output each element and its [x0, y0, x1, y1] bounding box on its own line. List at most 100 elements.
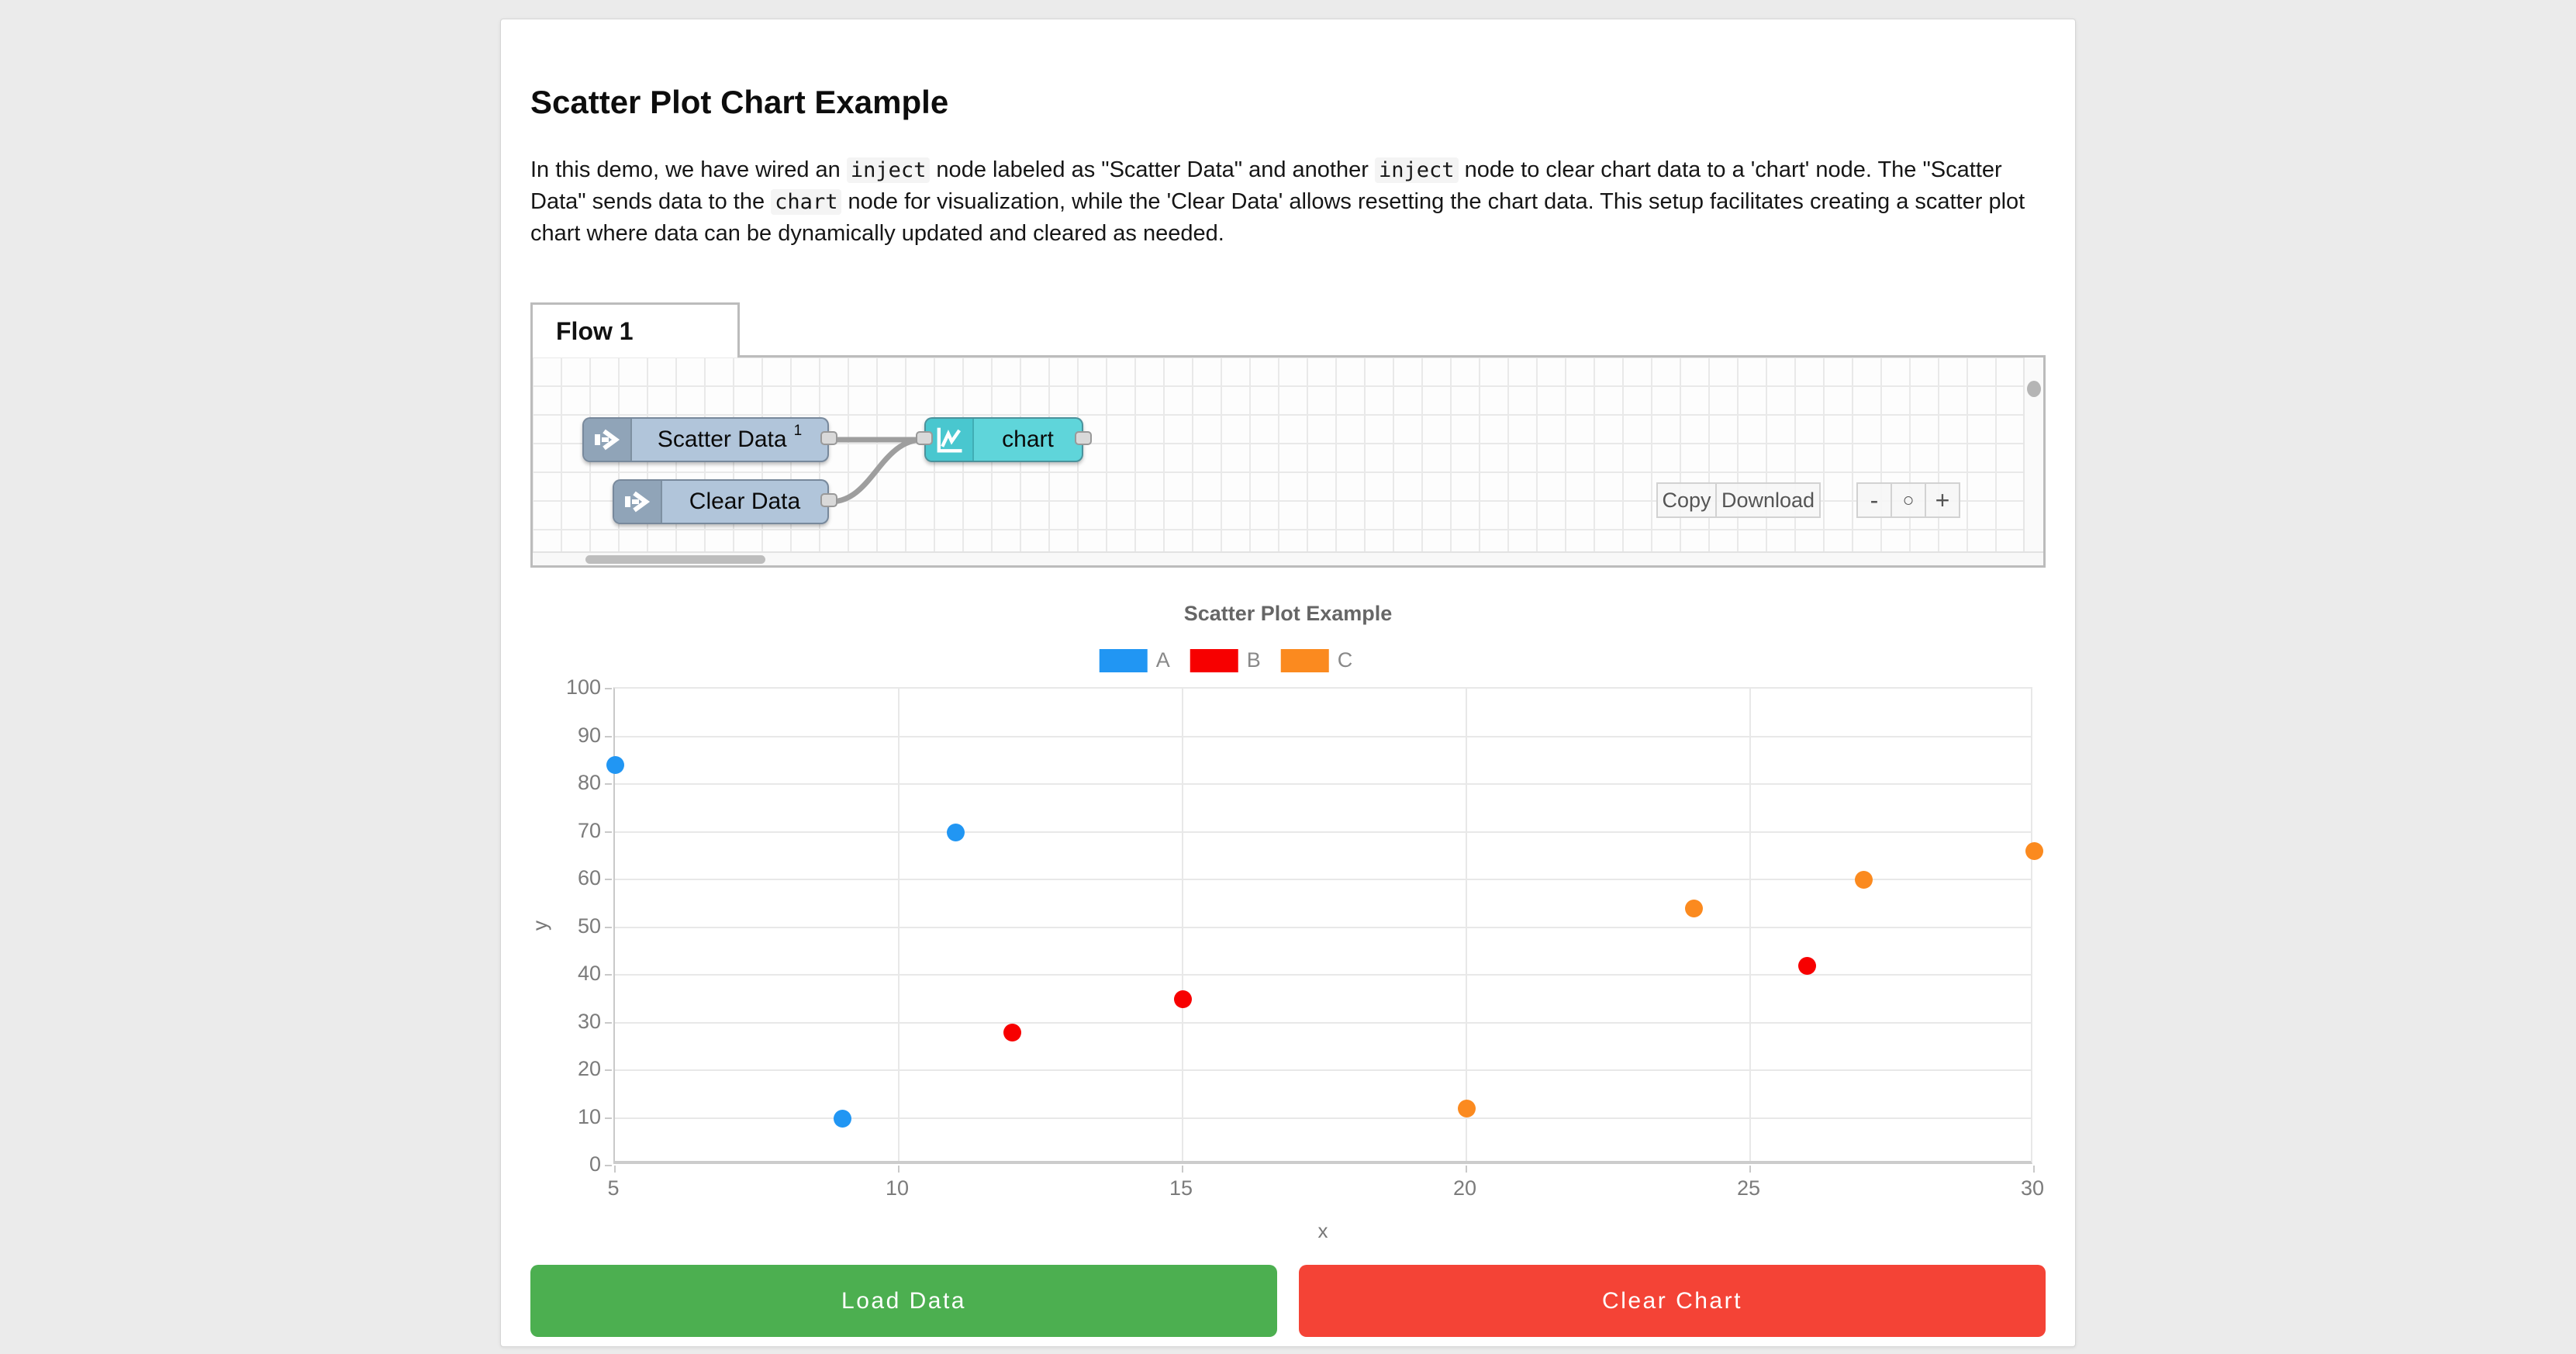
- node-port[interactable]: [1075, 431, 1092, 445]
- y-tick-mark: [605, 783, 612, 785]
- gridline: [615, 1069, 2031, 1071]
- legend-swatch: [1099, 648, 1148, 672]
- x-tick-label: 10: [885, 1176, 910, 1200]
- horizontal-scrollbar-thumb[interactable]: [585, 555, 765, 564]
- y-tick-mark: [605, 1165, 612, 1166]
- flow-canvas: Scatter Data 1 Clear Data: [530, 355, 2046, 568]
- plot-area[interactable]: [605, 687, 2043, 1173]
- y-tick-mark: [605, 879, 612, 880]
- node-label: Scatter Data 1: [657, 423, 803, 452]
- chart-legend: A B C: [1099, 648, 1353, 672]
- x-axis-title: x: [1317, 1219, 1328, 1242]
- y-tick-mark: [605, 1069, 612, 1071]
- y-tick-mark: [605, 1021, 612, 1024]
- copy-button[interactable]: Copy: [1656, 482, 1717, 518]
- flow-editor: Flow 1 Scatter D: [530, 302, 2046, 568]
- y-tick-label: 10: [577, 1104, 601, 1128]
- x-tick-mark: [898, 1166, 900, 1173]
- x-tick-label: 15: [1169, 1176, 1193, 1200]
- gridline: [1182, 689, 1183, 1161]
- action-bar: Load Data Clear Chart: [530, 1265, 2046, 1337]
- gridline: [898, 689, 900, 1161]
- gridline: [615, 926, 2031, 928]
- x-tick-mark: [1182, 1166, 1183, 1173]
- node-label: Clear Data: [689, 489, 801, 514]
- tab-flow-1[interactable]: Flow 1: [530, 302, 740, 357]
- gridline: [1749, 689, 1751, 1161]
- download-button[interactable]: Download: [1715, 482, 1821, 518]
- x-tick-label: 5: [607, 1176, 620, 1200]
- inject-icon: [584, 419, 632, 461]
- x-tick-label: 30: [2020, 1176, 2045, 1200]
- clear-chart-button[interactable]: Clear Chart: [1299, 1265, 2046, 1337]
- x-tick-mark: [614, 1166, 616, 1173]
- y-tick-label: 20: [577, 1057, 601, 1080]
- gridline: [615, 735, 2031, 737]
- legend-item-C[interactable]: C: [1280, 648, 1353, 672]
- data-point: [1855, 871, 1873, 889]
- y-tick-label: 50: [577, 914, 601, 938]
- horizontal-scrollbar: [533, 551, 2043, 565]
- description-text: In this demo, we have wired an: [530, 157, 847, 182]
- description-text: node labeled as "Scatter Data" and anoth…: [930, 157, 1375, 182]
- data-point: [1003, 1023, 1022, 1041]
- gridline: [615, 783, 2031, 785]
- wire: [827, 437, 926, 505]
- legend-swatch: [1280, 648, 1329, 672]
- line-chart-icon: [926, 419, 974, 461]
- x-tick-label: 20: [1452, 1176, 1477, 1200]
- y-tick-mark: [605, 735, 612, 737]
- flow-tab-label: Flow 1: [556, 316, 634, 345]
- description-text: node for visualization, while the 'Clear…: [530, 189, 2025, 246]
- zoom-out-button[interactable]: -: [1856, 482, 1892, 518]
- legend-item-A[interactable]: A: [1099, 648, 1170, 672]
- node-port[interactable]: [916, 431, 933, 445]
- gridline: [615, 879, 2031, 880]
- vertical-scrollbar-thumb[interactable]: [2027, 381, 2041, 397]
- y-tick-mark: [605, 974, 612, 976]
- inline-code: inject: [1374, 157, 1459, 183]
- gridline: [615, 831, 2031, 833]
- x-tick-label: 25: [1736, 1176, 1761, 1200]
- y-tick-label: 70: [577, 818, 601, 842]
- inject-node-scatter-data[interactable]: Scatter Data 1: [582, 417, 837, 462]
- data-point: [833, 1109, 851, 1128]
- legend-label: A: [1155, 648, 1170, 672]
- data-point: [947, 823, 965, 841]
- y-tick-label: 0: [589, 1152, 601, 1176]
- inject-icon: [614, 481, 662, 523]
- data-point: [1174, 990, 1192, 1008]
- legend-label: B: [1246, 648, 1261, 672]
- chart-node[interactable]: chart: [916, 417, 1092, 462]
- legend-item-B[interactable]: B: [1190, 648, 1261, 672]
- inline-code: inject: [846, 157, 931, 183]
- x-tick-mark: [1466, 1166, 1467, 1173]
- flow-grid[interactable]: Scatter Data 1 Clear Data: [533, 357, 2043, 551]
- y-tick-label: 30: [577, 1009, 601, 1033]
- y-tick-mark: [605, 926, 612, 928]
- gridline: [1466, 689, 1467, 1161]
- y-tick-label: 80: [577, 771, 601, 794]
- y-tick-mark: [605, 688, 612, 689]
- description: In this demo, we have wired an inject no…: [530, 154, 2047, 250]
- page-title: Scatter Plot Chart Example: [530, 84, 949, 120]
- legend-label: C: [1337, 648, 1353, 672]
- inject-node-clear-data[interactable]: Clear Data: [613, 479, 837, 524]
- load-data-button[interactable]: Load Data: [530, 1265, 1277, 1337]
- data-point: [1458, 1100, 1476, 1118]
- node-port[interactable]: [820, 431, 837, 445]
- zoom-reset-button[interactable]: ○: [1891, 482, 1926, 518]
- node-port[interactable]: [820, 493, 837, 507]
- data-point: [606, 756, 624, 775]
- y-tick-label: 60: [577, 866, 601, 889]
- zoom-in-button[interactable]: +: [1925, 482, 1960, 518]
- legend-swatch: [1190, 648, 1238, 672]
- node-label-superscript: 1: [793, 423, 803, 439]
- y-tick-label: 100: [565, 675, 601, 699]
- chart-title: Scatter Plot Example: [1183, 602, 1393, 625]
- data-point: [1798, 956, 1817, 975]
- node-label: chart: [1002, 427, 1054, 452]
- description-text: node to clear chart data to a 'chart' no…: [530, 157, 2002, 214]
- y-tick-mark: [605, 831, 612, 833]
